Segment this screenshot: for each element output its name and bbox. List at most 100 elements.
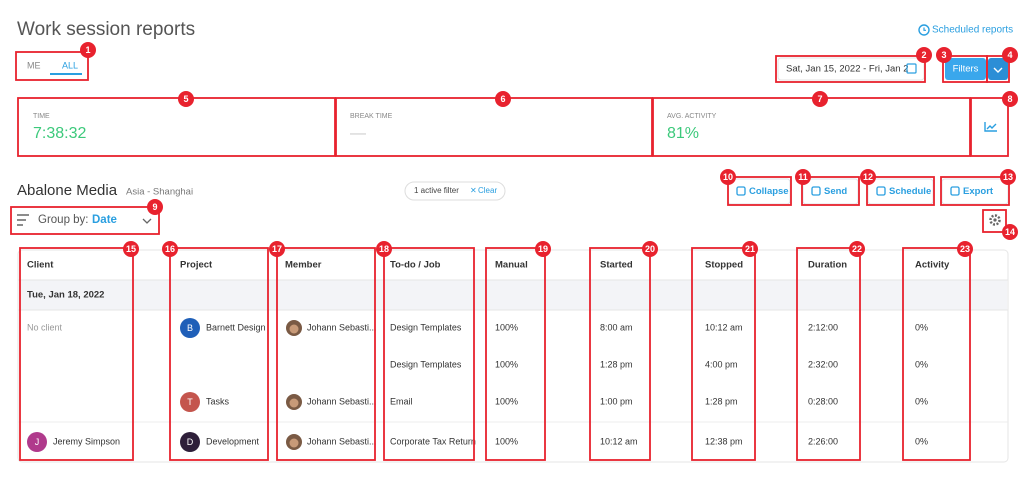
toggle-all[interactable]: ALL	[62, 60, 78, 70]
annotation-badge	[720, 169, 736, 185]
action-icon	[811, 186, 821, 196]
cell-text: Design Templates	[390, 359, 462, 369]
group-date: Tue, Jan 18, 2022	[27, 290, 104, 301]
annotation-box	[866, 176, 935, 206]
annotation-box	[940, 176, 1010, 206]
member-face	[289, 438, 299, 448]
annotation-box	[169, 247, 269, 461]
annotation-number: 9	[152, 202, 157, 212]
cell-text: 2:32:00	[808, 359, 838, 369]
action-icon	[876, 186, 886, 196]
annotation-badge	[376, 241, 392, 257]
clear-x[interactable]: ✕	[470, 186, 477, 195]
stats-panel	[17, 97, 1009, 157]
annotation-box	[982, 209, 1007, 233]
stat-value: 7:38:32	[33, 125, 86, 142]
clear-filter[interactable]: Clear	[478, 186, 497, 195]
action-label: Send	[824, 186, 847, 197]
annotation-number: 18	[379, 244, 389, 254]
annotation-number: 22	[852, 244, 862, 254]
annotation-number: 14	[1005, 227, 1015, 237]
action-icon	[736, 186, 746, 196]
annotation-number: 21	[745, 244, 755, 254]
filters-dropdown[interactable]	[988, 58, 1008, 80]
action-label: Export	[963, 186, 994, 197]
dynamic: TIME 7:38:32 BREAK TIME — AVG. ACTIVITY 81% Co…	[10, 42, 1018, 461]
scheduled-reports[interactable]: Scheduled reports	[932, 25, 1013, 36]
annotation-box	[652, 97, 971, 157]
annotation-box	[335, 97, 653, 157]
annotation-badge	[916, 47, 932, 63]
stat-label: TIME	[33, 113, 50, 120]
cell-text: Email	[390, 396, 413, 406]
filters-label: Filters	[953, 64, 979, 75]
column-header: Activity	[915, 260, 950, 271]
cell-text: Design Templates	[390, 322, 462, 332]
cell-text: 100%	[495, 396, 518, 406]
column-header: Client	[27, 260, 54, 271]
annotation-box	[727, 176, 792, 206]
action-icon	[950, 186, 960, 196]
action-button[interactable]	[802, 178, 859, 205]
cell-text: Jeremy Simpson	[53, 436, 120, 446]
annotation-number: 20	[645, 244, 655, 254]
annotation-badge	[147, 199, 163, 215]
date-range-picker[interactable]	[777, 57, 925, 81]
annotation-badge	[860, 169, 876, 185]
annotation-badge	[80, 42, 96, 58]
annotation-badge	[178, 91, 194, 107]
cell-text: 10:12 am	[705, 322, 743, 332]
column-header: Project	[180, 260, 213, 271]
annotation-number: 12	[863, 172, 873, 182]
cell-text: 1:00 pm	[600, 396, 633, 406]
annotation-number: 11	[798, 172, 808, 182]
annotation-number: 17	[272, 244, 282, 254]
annotation-box	[970, 97, 1009, 157]
action-label: Collapse	[749, 186, 789, 197]
cell-text: 1:28 pm	[600, 359, 633, 369]
settings-gear[interactable]	[989, 214, 1001, 226]
cell-text: 0%	[915, 396, 928, 406]
cell-text: Johann Sebasti...	[307, 322, 377, 332]
annotation-box	[902, 247, 971, 461]
annotation-box	[485, 247, 546, 461]
avatar-initial: J	[35, 437, 40, 447]
timezone: Asia - Shanghai	[126, 187, 193, 198]
annotation-badge	[1000, 169, 1016, 185]
action-button[interactable]	[941, 178, 1009, 205]
toggle-me[interactable]: ME	[27, 60, 41, 70]
annotation-number: 2	[921, 50, 926, 60]
annotation-badge	[123, 241, 139, 257]
annotation-number: 16	[165, 244, 175, 254]
chart-icon[interactable]	[984, 122, 997, 132]
annotation-box	[15, 51, 89, 81]
cell-text: 0%	[915, 436, 928, 446]
annotation-number: 23	[960, 244, 970, 254]
cell-text: Johann Sebasti...	[307, 436, 377, 446]
column-header: Member	[285, 260, 322, 271]
annotation-badge	[812, 91, 828, 107]
annotation-number: 15	[126, 244, 136, 254]
group-by-value[interactable]: Date	[92, 214, 117, 226]
avatar-initial: D	[187, 437, 194, 447]
annotation-box	[19, 247, 134, 461]
annotation-number: 4	[1007, 50, 1012, 60]
action-button[interactable]	[867, 178, 934, 205]
annotation-number: 1	[85, 45, 90, 55]
stat-label: BREAK TIME	[350, 113, 393, 120]
scheduled-reports-link[interactable]: Scheduled reports	[918, 24, 1013, 36]
avatar-initial: B	[187, 323, 193, 333]
annotation-box	[589, 247, 651, 461]
cell-text: 0:28:00	[808, 396, 838, 406]
cell-text: Corporate Tax Return	[390, 436, 476, 446]
annotation-badge	[795, 169, 811, 185]
cell-text: 1:28 pm	[705, 396, 738, 406]
annotation-badge	[849, 241, 865, 257]
page-title: Work session reports	[17, 19, 195, 40]
filters-button[interactable]	[945, 58, 986, 80]
annotation-number: 19	[538, 244, 548, 254]
cell-text: 10:12 am	[600, 436, 638, 446]
annotation-number: 13	[1003, 172, 1013, 182]
cell-text: 8:00 am	[600, 322, 633, 332]
